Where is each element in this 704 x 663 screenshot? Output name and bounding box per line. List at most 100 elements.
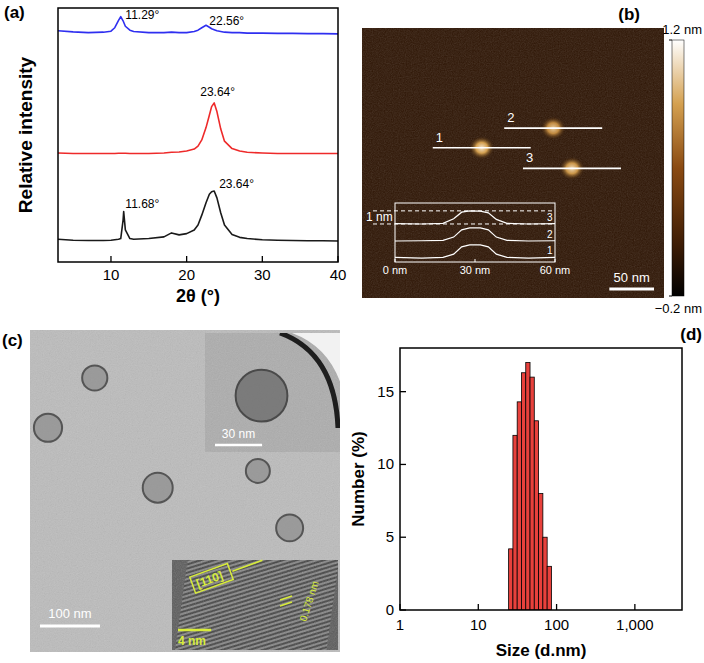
peak-label: 23.64° — [200, 85, 235, 99]
inset-tick-label: 30 nm — [460, 264, 491, 276]
frame — [58, 8, 338, 262]
x-axis-label: 2θ (°) — [176, 286, 220, 306]
scale-bar — [178, 629, 211, 632]
nanoparticle — [236, 370, 288, 422]
profile-name: 3 — [547, 212, 553, 223]
y-axis-label: Number (%) — [349, 431, 368, 526]
profile-line — [504, 127, 602, 129]
spacing-label: 0.178 nm — [297, 580, 320, 623]
histogram-bar — [521, 373, 525, 610]
histogram-bar — [513, 435, 517, 610]
direction-label: [110] — [190, 552, 265, 593]
x-tick-label: 40 — [330, 266, 347, 283]
height-guide — [373, 223, 555, 224]
panel-label: (c) — [2, 331, 23, 350]
inset-tick-label: 0 nm — [383, 264, 407, 276]
y-tick-label: 5 — [386, 528, 394, 545]
peak-label: 11.68° — [125, 197, 159, 211]
lattice-fringes — [172, 560, 338, 650]
profile-line — [523, 168, 621, 170]
x-tick — [110, 256, 111, 262]
x-tick — [337, 256, 338, 262]
inset-plot — [395, 211, 555, 258]
inset-tick — [395, 259, 396, 262]
colorbar — [672, 40, 684, 296]
x-tick-label: 100 — [544, 616, 569, 633]
nanoparticle — [246, 459, 270, 483]
colorbar-label: 1.2 nm — [662, 22, 702, 37]
x-tick — [634, 604, 635, 610]
height-profile — [395, 211, 555, 224]
histogram-bar — [526, 363, 530, 610]
tem-inset — [205, 333, 340, 452]
peak-label: 11.29° — [125, 8, 159, 22]
profile-number: 1 — [436, 130, 443, 145]
direction-text: [110] — [194, 568, 224, 591]
profile-number: 2 — [507, 110, 514, 125]
afm-noise — [362, 28, 664, 298]
height-label: 1 nm — [366, 210, 393, 224]
histogram-bar — [543, 537, 547, 610]
direction-box — [190, 563, 233, 593]
scale-bar — [609, 288, 654, 291]
profile-name: 1 — [547, 245, 553, 256]
direction-arrow — [232, 560, 262, 571]
inset-background — [172, 560, 338, 650]
scale-bar-label: 50 nm — [614, 270, 650, 285]
scale-bar-label: 4 nm — [178, 634, 206, 648]
plot-area — [509, 363, 552, 610]
y-tick — [400, 537, 406, 538]
afm-background — [362, 28, 664, 298]
x-tick-label: 20 — [178, 266, 195, 283]
hrtem-inset — [172, 560, 338, 650]
x-tick-label: 1,000 — [616, 616, 654, 633]
nanoparticle — [82, 365, 107, 390]
colorbar-tick — [669, 296, 672, 297]
x-tick-label: 1 — [396, 616, 404, 633]
nanoparticle — [143, 473, 173, 503]
profile-number: 3 — [526, 150, 533, 165]
x-tick-label: 10 — [470, 616, 487, 633]
height-profile — [395, 245, 555, 258]
tem-background — [30, 330, 340, 652]
inset-tick — [475, 259, 476, 262]
profile-name: 2 — [547, 229, 553, 240]
afm-image — [362, 28, 664, 298]
x-tick-label: 10 — [103, 266, 120, 283]
histogram-bar — [547, 566, 551, 610]
x-tick — [478, 604, 479, 610]
histogram-bar — [534, 421, 538, 610]
figure: 1020304011.29°22.56°23.64°23.64°11.68°(a… — [0, 0, 704, 663]
inset-noise — [172, 560, 338, 650]
panel-label: (b) — [618, 5, 640, 24]
peak-label: 22.56° — [209, 14, 244, 28]
scale-bar — [40, 625, 100, 628]
inset-tick-label: 60 nm — [540, 264, 571, 276]
y-tick-label: 10 — [377, 455, 394, 472]
x-tick — [556, 604, 557, 610]
inset-tick — [555, 259, 556, 262]
x-tick — [399, 604, 400, 610]
tem-image — [30, 330, 340, 652]
y-axis-label: Relative intensity — [15, 56, 36, 213]
scale-bar-label: 30 nm — [222, 427, 255, 441]
frame — [400, 348, 682, 610]
scale-bar — [215, 444, 262, 447]
y-tick — [400, 464, 406, 465]
histogram-bar — [530, 377, 534, 610]
height-guide — [373, 210, 555, 211]
histogram-bar — [509, 549, 513, 610]
inset-noise — [205, 333, 340, 452]
y-tick — [400, 609, 406, 610]
histogram-bar — [539, 494, 543, 610]
plot-area — [58, 17, 338, 241]
colorbar-label: −0.2 nm — [655, 301, 702, 316]
panel-label: (a) — [4, 3, 25, 22]
y-tick-label: 15 — [377, 383, 394, 400]
x-tick — [186, 256, 187, 262]
histogram-bar — [517, 402, 521, 610]
film-hole — [292, 333, 340, 428]
xrd-curve — [58, 191, 338, 241]
colorbar-tick — [669, 40, 672, 41]
panel-label: (d) — [680, 325, 702, 344]
